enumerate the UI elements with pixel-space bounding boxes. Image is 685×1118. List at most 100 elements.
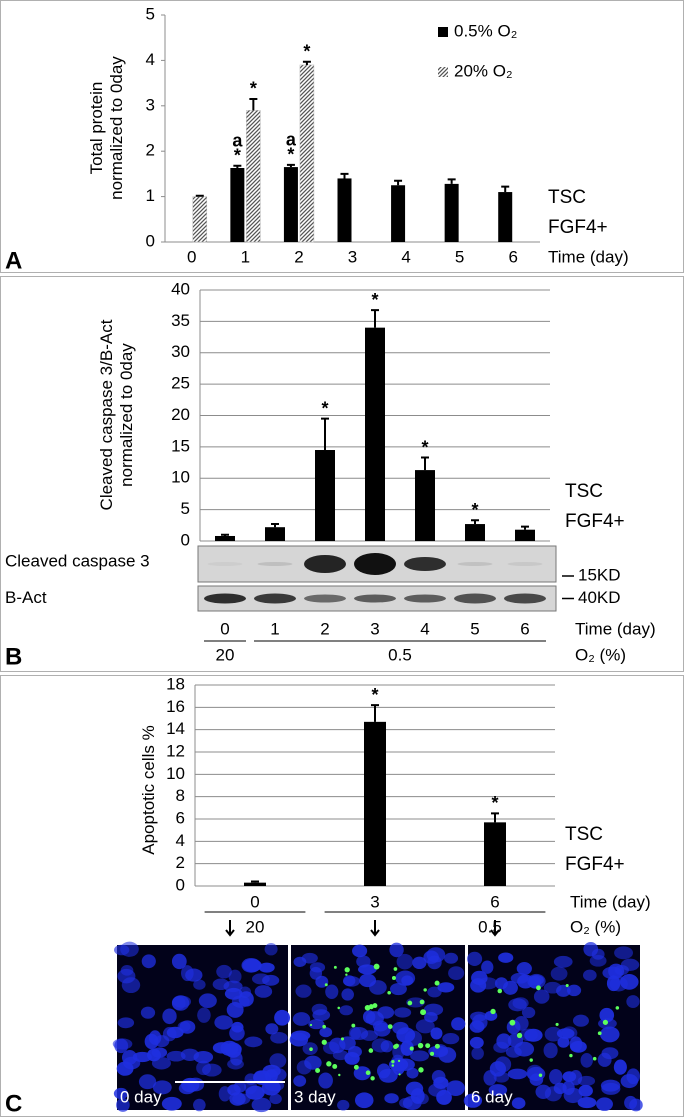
x-tick-label: 0 <box>220 619 229 638</box>
y-tick-label: 5 <box>146 4 155 23</box>
y-axis-label-line: normalized to 0day <box>108 56 127 200</box>
apoptotic-signal <box>602 1019 609 1025</box>
bar <box>337 178 352 242</box>
x-axis-label: Time (day) <box>570 892 651 911</box>
error-bar <box>491 812 499 823</box>
nucleus <box>469 1036 484 1049</box>
nucleus <box>467 951 483 966</box>
nucleus <box>242 958 262 972</box>
nucleus <box>180 1048 199 1061</box>
y-axis-label: Total proteinnormalized to 0day <box>87 56 126 200</box>
apoptotic-signal <box>322 1024 326 1029</box>
error-bar <box>340 172 349 179</box>
y-axis-label: Apoptotic cells % <box>139 725 158 854</box>
nucleus <box>470 1011 487 1022</box>
x-tick-label: 5 <box>470 619 479 638</box>
nucleus <box>557 1036 570 1048</box>
apoptotic-signal <box>393 967 398 971</box>
nucleus <box>216 964 232 979</box>
x-tick-label: 2 <box>320 619 329 638</box>
significance-mark: * <box>491 793 498 813</box>
nucleus <box>399 1097 413 1108</box>
bar <box>365 327 385 541</box>
apoptotic-signal <box>407 1000 413 1006</box>
nucleus <box>304 1055 322 1070</box>
nucleus <box>516 962 532 976</box>
error-bar <box>302 60 311 65</box>
apoptotic-signal <box>321 1039 327 1045</box>
nucleus <box>270 1031 288 1044</box>
apoptotic-signal <box>368 1048 374 1053</box>
panel-letter: A <box>5 247 22 274</box>
nucleus <box>356 955 371 968</box>
blot-band <box>454 593 496 604</box>
x-tick-label: 3 <box>348 247 357 266</box>
nucleus <box>244 1036 263 1048</box>
bar <box>315 450 335 541</box>
nucleus <box>448 966 465 980</box>
nucleus <box>489 1061 507 1077</box>
bar <box>515 529 535 541</box>
nucleus <box>569 1036 583 1052</box>
nucleus <box>396 1027 416 1043</box>
nucleus <box>348 1026 361 1040</box>
significance-mark: * <box>371 290 378 310</box>
apoptotic-signal <box>615 1006 620 1010</box>
bar <box>244 882 266 886</box>
blot-band <box>354 594 396 603</box>
bar <box>246 110 261 243</box>
nucleus <box>415 1019 435 1034</box>
apoptotic-signal <box>497 988 503 994</box>
nucleus <box>373 1022 391 1037</box>
x-tick-label: 1 <box>270 619 279 638</box>
nucleus <box>293 1075 307 1087</box>
blot-band <box>354 553 396 575</box>
nucleus <box>238 991 254 1007</box>
apoptotic-signal <box>529 1058 533 1062</box>
nucleus <box>446 1080 465 1097</box>
x-axis-label: Time (day) <box>575 619 656 638</box>
nucleus <box>162 1026 177 1042</box>
nucleus <box>171 953 187 970</box>
y-tick-label: 0 <box>181 530 190 549</box>
apoptotic-signal <box>398 1073 401 1076</box>
y-tick-label: 15 <box>171 436 190 455</box>
error-bar <box>233 164 242 168</box>
x-tick-label: 6 <box>508 247 517 266</box>
nucleus <box>597 1052 612 1067</box>
nucleus <box>318 1072 333 1089</box>
nucleus <box>337 1099 350 1111</box>
apoptotic-signal <box>333 965 337 969</box>
nucleus <box>171 996 186 1011</box>
nucleus <box>193 979 206 990</box>
apoptotic-signal <box>324 983 328 987</box>
nucleus <box>177 1021 191 1032</box>
nucleus <box>113 1087 129 1100</box>
y-tick-label: 8 <box>176 786 185 805</box>
apoptotic-signal <box>536 985 541 991</box>
nucleus <box>510 972 529 984</box>
y-tick-label: 20 <box>171 405 190 424</box>
x-tick-label: 5 <box>455 247 464 266</box>
apoptotic-signal <box>555 1022 559 1027</box>
micrograph <box>289 942 466 1111</box>
x-tick-label: 0 <box>250 892 259 911</box>
apoptotic-signal <box>419 999 425 1005</box>
nucleus <box>384 1093 399 1104</box>
nucleus <box>451 1017 466 1031</box>
blot-band <box>457 562 493 566</box>
nucleus <box>430 1027 443 1040</box>
nucleus <box>308 1019 325 1030</box>
significance-mark: a <box>232 130 243 150</box>
nucleus <box>228 969 242 984</box>
y-tick-label: 0 <box>146 231 155 250</box>
apoptotic-signal <box>592 1056 597 1061</box>
apoptotic-signal <box>391 1059 395 1064</box>
nucleus <box>343 976 361 987</box>
nucleus <box>360 1030 378 1041</box>
apoptotic-signal <box>569 1053 573 1058</box>
nucleus <box>352 944 368 958</box>
row-label: TSC <box>565 481 603 502</box>
nucleus <box>269 1053 287 1069</box>
nucleus <box>341 988 354 1001</box>
